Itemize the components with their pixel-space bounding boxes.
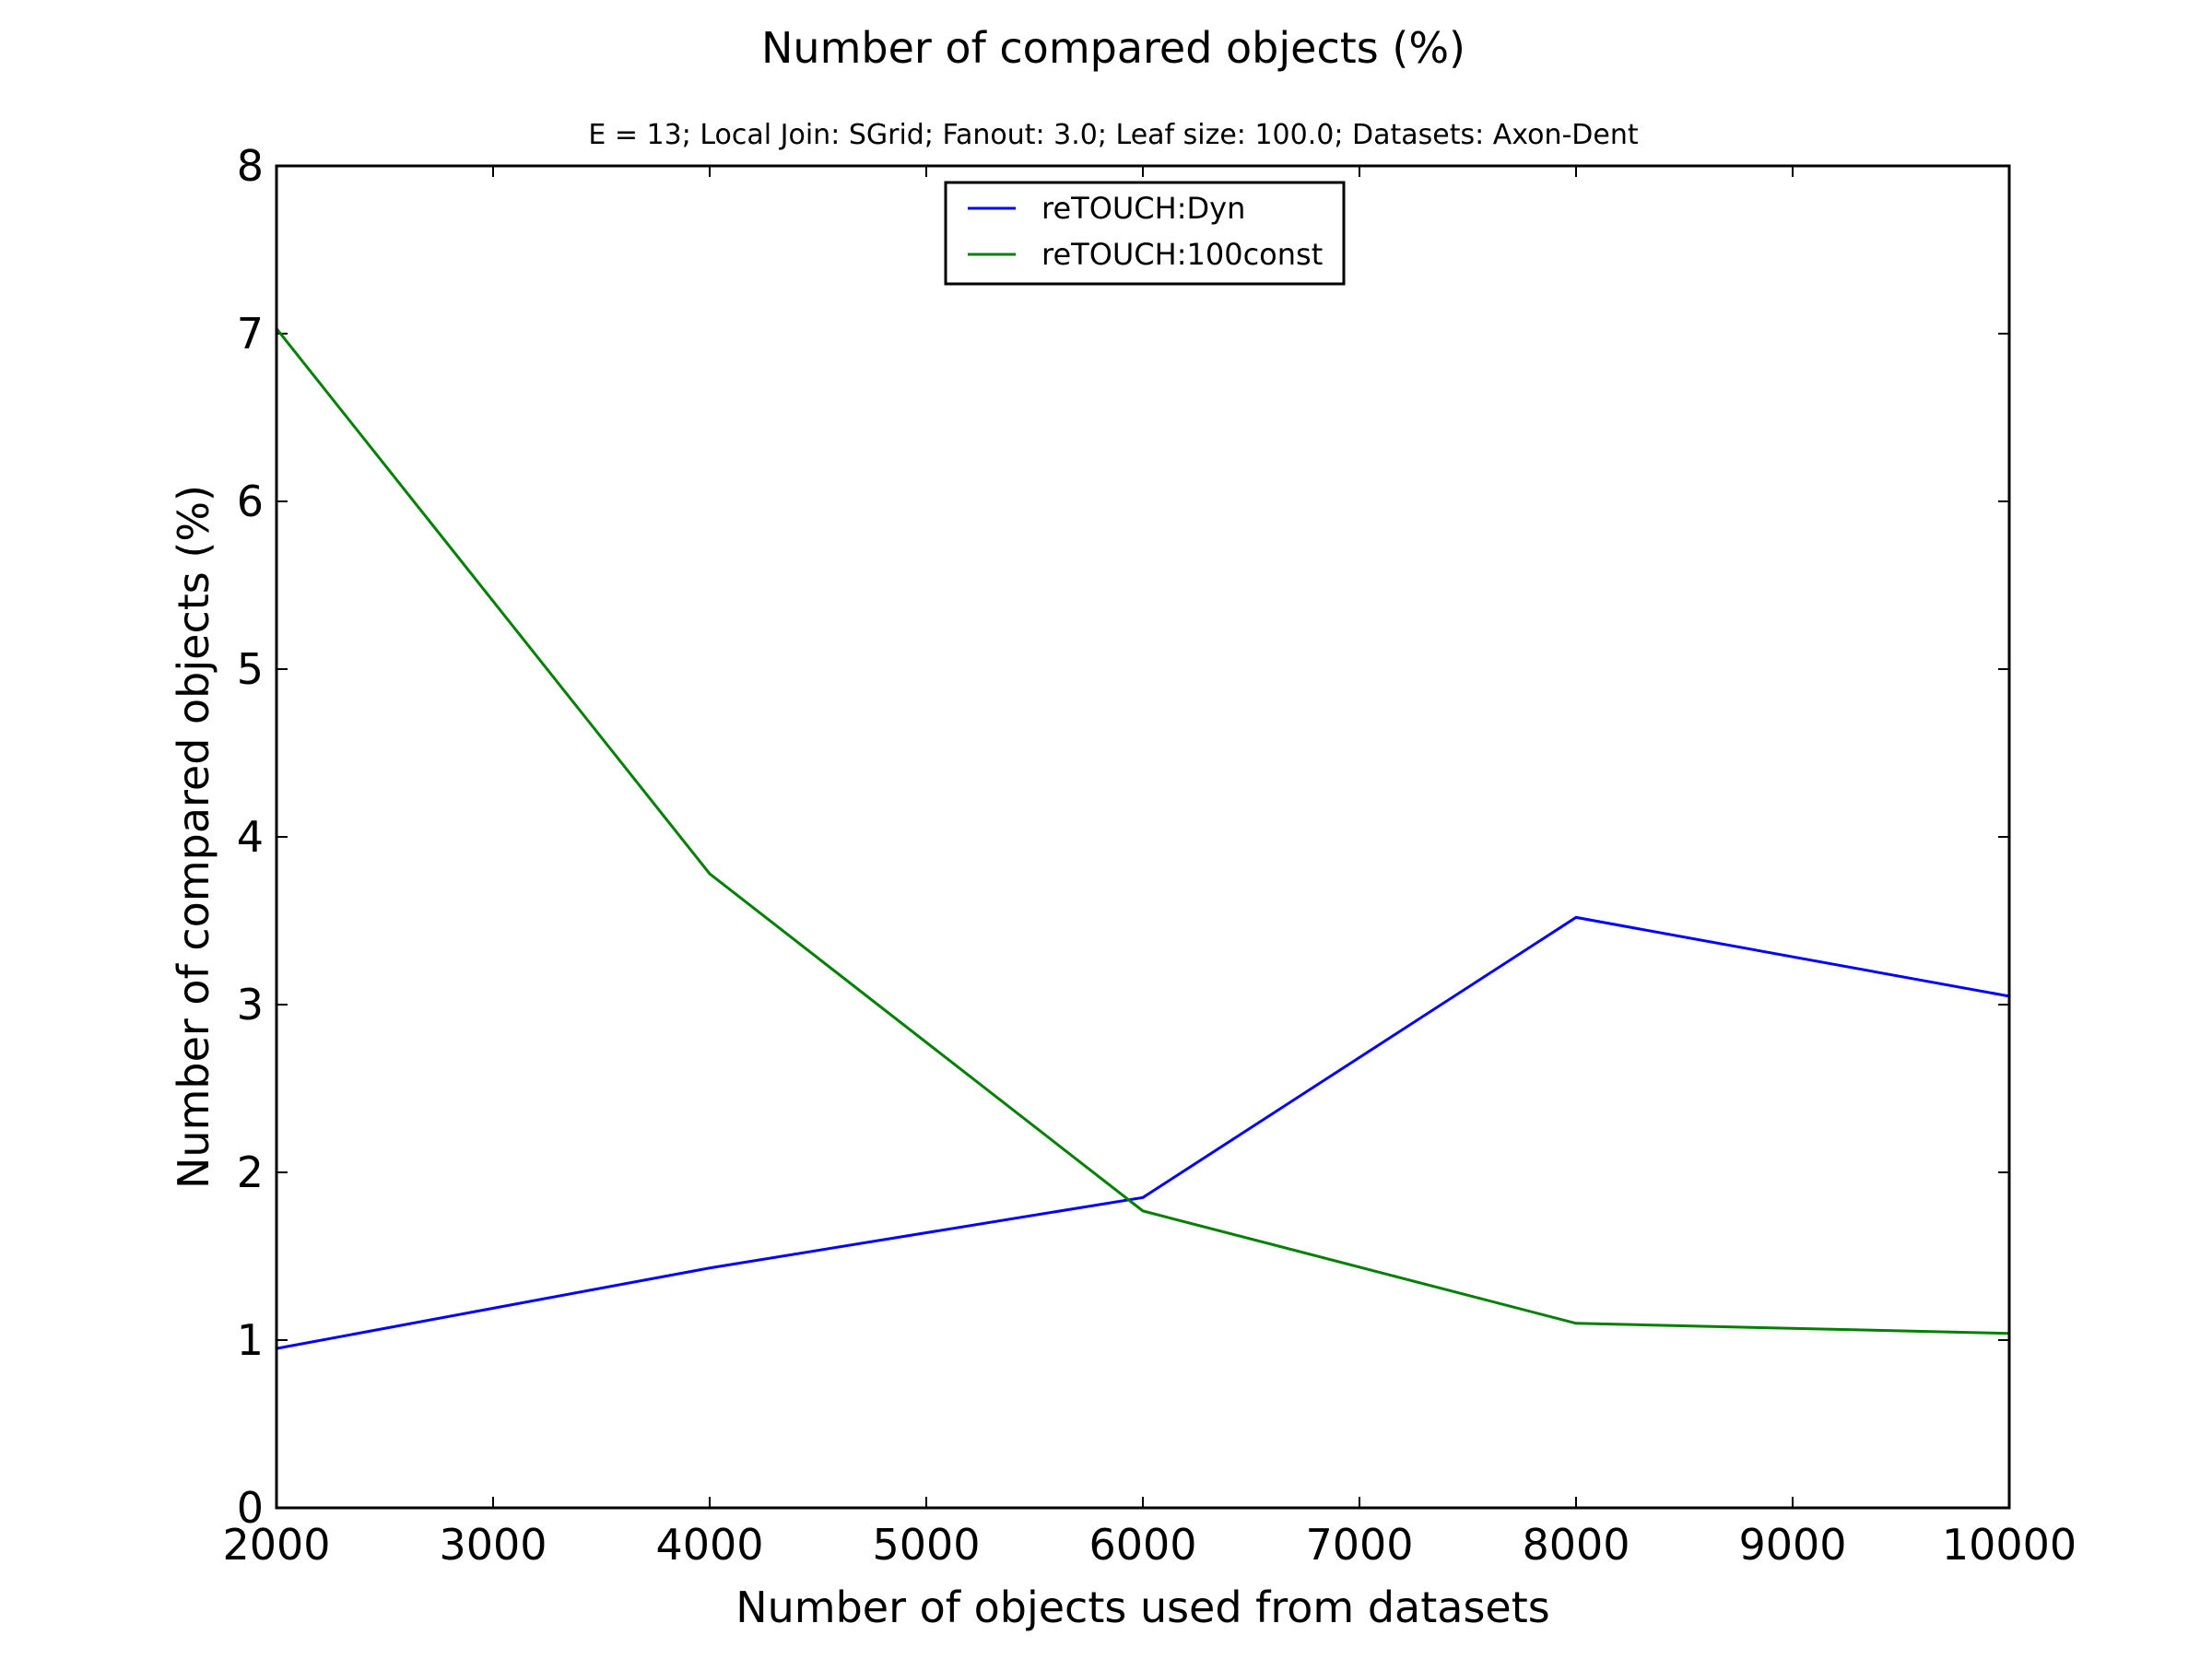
legend-label-1: reTOUCH:100const bbox=[1041, 237, 1323, 272]
series-line-0 bbox=[276, 915, 2010, 1350]
x-tick-label: 8000 bbox=[1522, 1520, 1630, 1570]
y-axis-label: Number of compared objects (%) bbox=[169, 485, 218, 1189]
x-tick-label: 10000 bbox=[1942, 1520, 2077, 1570]
legend: reTOUCH:Dyn reTOUCH:100const bbox=[944, 181, 1346, 286]
y-tick-label: 1 bbox=[237, 1315, 264, 1365]
y-tick-label: 2 bbox=[237, 1147, 264, 1197]
x-tick-label: 5000 bbox=[872, 1520, 980, 1570]
x-tick-label: 7000 bbox=[1305, 1520, 1413, 1570]
plot-area-frame bbox=[275, 164, 2011, 1510]
x-tick-label: 6000 bbox=[1088, 1520, 1196, 1570]
y-tick-label: 4 bbox=[237, 812, 264, 862]
y-tick-label: 6 bbox=[237, 477, 264, 526]
y-tick-label: 7 bbox=[237, 309, 264, 359]
series-layer bbox=[275, 327, 2010, 1350]
legend-box bbox=[944, 181, 1346, 286]
series-line-1 bbox=[275, 327, 2010, 1335]
x-tick-label: 4000 bbox=[655, 1520, 763, 1570]
chart-title: Number of compared objects (%) bbox=[761, 23, 1465, 73]
y-tick-label: 3 bbox=[237, 980, 264, 1030]
y-tick-label: 5 bbox=[237, 644, 264, 694]
y-tick-label: 8 bbox=[237, 141, 264, 191]
x-tick-label: 9000 bbox=[1738, 1520, 1846, 1570]
x-axis-label: Number of objects used from datasets bbox=[735, 1583, 1550, 1632]
y-tick-label: 0 bbox=[237, 1483, 264, 1533]
y-axis-ticks: 0 1 2 3 4 5 6 7 8 bbox=[237, 141, 2009, 1533]
chart-subtitle: E = 13; Local Join: SGrid; Fanout: 3.0; … bbox=[588, 119, 1638, 151]
legend-label-0: reTOUCH:Dyn bbox=[1041, 191, 1245, 226]
x-axis-ticks: 2000 3000 4000 5000 6000 7000 8000 9000 10000 bbox=[222, 166, 2077, 1570]
x-tick-label: 3000 bbox=[439, 1520, 547, 1570]
x-tick-label: 2000 bbox=[222, 1520, 330, 1570]
